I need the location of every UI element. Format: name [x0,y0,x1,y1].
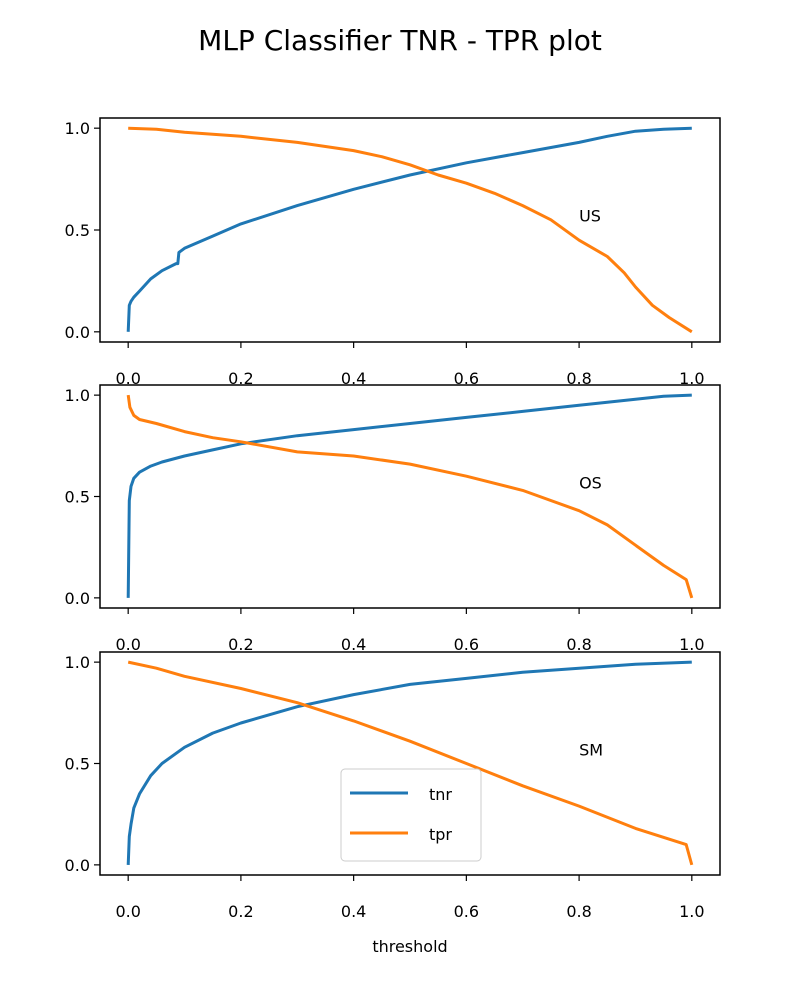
x-tick-label: 0.6 [454,369,479,388]
legend-label-tnr: tnr [429,785,452,804]
x-tick-label: 0.8 [566,369,591,388]
x-tick-label: 0.2 [228,635,253,654]
figure-title: MLP Classifier TNR - TPR plot [198,24,602,57]
x-tick-label: 1.0 [679,369,704,388]
x-tick-label: 1.0 [679,635,704,654]
series-tnr-us [126,126,692,332]
panel-annotation-us: US [579,207,601,226]
subplot-sm: 0.0 0.2 0.4 0.6 0.8 1.0 0.0 0.5 1.0 SM [65,651,721,921]
y-tick-label: 0.5 [65,755,90,774]
y-tick-label: 1.0 [65,386,90,405]
x-tick-label: 0.6 [454,635,479,654]
panel-annotation-sm: SM [579,740,603,759]
x-tick-label: 0.6 [454,902,479,921]
series-tpr-os [126,394,694,599]
series-tpr-sm [127,660,694,866]
subplot-os: 0.0 0.2 0.4 0.6 0.8 1.0 0.0 0.5 1.0 OS [65,384,721,654]
legend: tnr tpr [340,768,482,862]
x-tick-label: 0.2 [228,902,253,921]
x-tick-label: 0.4 [341,902,366,921]
panel-annotation-os: OS [579,473,602,492]
x-tick-label: 0.8 [566,902,591,921]
x-tick-label: 0.2 [228,369,253,388]
y-tick-label: 0.5 [65,488,90,507]
y-tick-label: 1.0 [65,653,90,672]
x-tick-label: 0.4 [341,635,366,654]
x-tick-label: 1.0 [679,902,704,921]
y-tick-label: 1.0 [65,119,90,138]
y-tick-label: 0.0 [65,323,90,342]
y-tick-label: 0.5 [65,221,90,240]
x-tick-label: 0.8 [566,635,591,654]
legend-label-tpr: tpr [429,825,452,844]
legend-frame [340,768,482,862]
y-tick-label: 0.0 [65,589,90,608]
y-tick-label: 0.0 [65,856,90,875]
series-tpr-us [128,126,693,334]
x-tick-label: 0.0 [115,635,140,654]
subplot-us: 0.0 0.2 0.4 0.6 0.8 1.0 0.0 0.5 1.0 US [65,117,721,388]
series-tnr-sm [126,660,692,865]
x-axis-label: threshold [372,937,447,956]
x-tick-label: 0.0 [115,369,140,388]
x-tick-label: 0.0 [115,902,140,921]
x-tick-label: 0.4 [341,369,366,388]
series-tnr-os [126,393,692,598]
